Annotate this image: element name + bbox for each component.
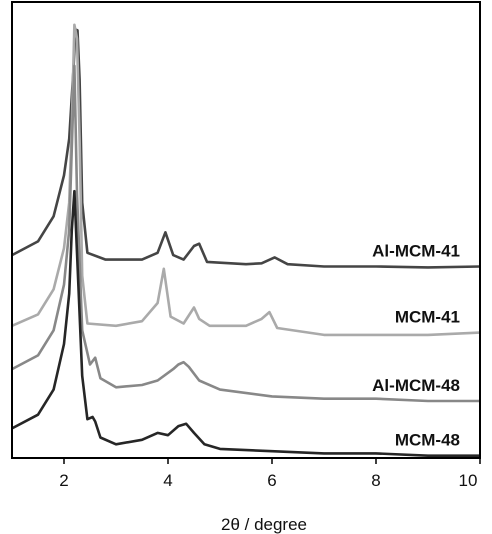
series-lines xyxy=(11,23,481,458)
series-label-al-mcm-48: Al-MCM-48 xyxy=(372,376,460,395)
x-tick-label: 2 xyxy=(59,471,68,490)
series-line-mcm-48 xyxy=(11,189,480,458)
series-line-al-mcm-48 xyxy=(11,64,480,403)
x-axis-title: 2θ / degree xyxy=(221,515,307,534)
series-label-al-mcm-41: Al-MCM-41 xyxy=(372,241,460,260)
plot-frame xyxy=(11,1,481,459)
series-label-mcm-48: MCM-48 xyxy=(395,431,460,450)
series-label-mcm-41: MCM-41 xyxy=(395,308,460,327)
series-labels: Al-MCM-41 MCM-41 Al-MCM-48 MCM-48 xyxy=(372,241,460,449)
x-tick-label: 10 xyxy=(459,471,478,490)
x-tick-label: 6 xyxy=(267,471,276,490)
x-tick-label: 8 xyxy=(371,471,380,490)
x-axis: 2 4 6 8 10 xyxy=(59,458,481,490)
x-tick-label: 4 xyxy=(163,471,172,490)
